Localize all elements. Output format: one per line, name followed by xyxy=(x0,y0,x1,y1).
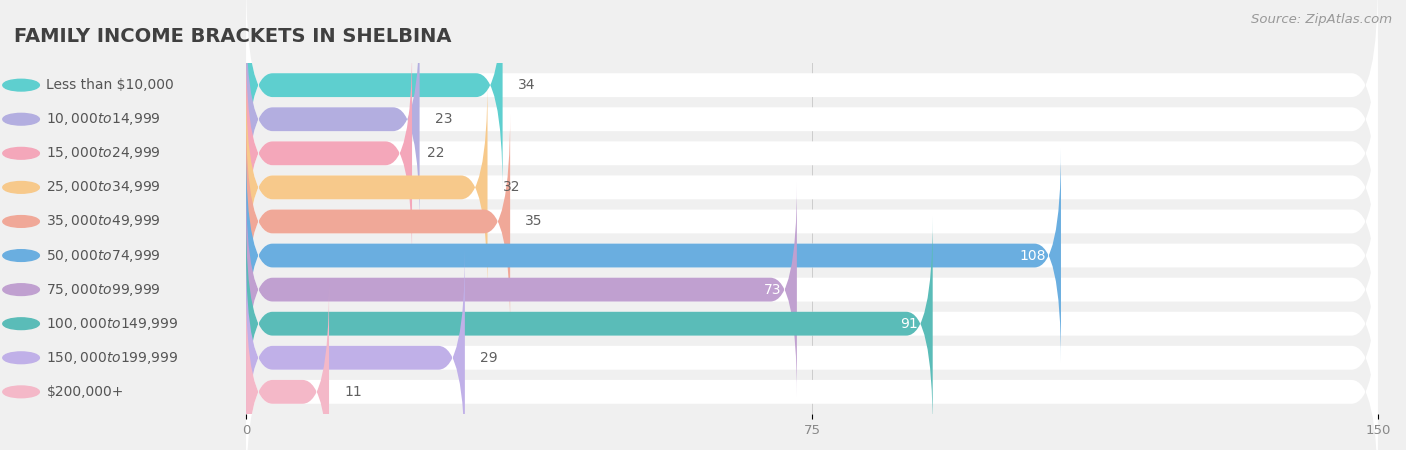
FancyBboxPatch shape xyxy=(246,114,1378,329)
FancyBboxPatch shape xyxy=(246,12,1378,226)
FancyBboxPatch shape xyxy=(246,251,465,450)
Text: 32: 32 xyxy=(502,180,520,194)
FancyBboxPatch shape xyxy=(246,251,1378,450)
Text: FAMILY INCOME BRACKETS IN SHELBINA: FAMILY INCOME BRACKETS IN SHELBINA xyxy=(14,27,451,46)
FancyBboxPatch shape xyxy=(246,46,412,261)
Text: 29: 29 xyxy=(479,351,498,365)
Text: 34: 34 xyxy=(517,78,536,92)
FancyBboxPatch shape xyxy=(246,46,1378,261)
Text: $15,000 to $24,999: $15,000 to $24,999 xyxy=(46,145,162,161)
Text: 23: 23 xyxy=(434,112,453,126)
FancyBboxPatch shape xyxy=(246,0,502,193)
Text: Less than $10,000: Less than $10,000 xyxy=(46,78,174,92)
FancyBboxPatch shape xyxy=(246,216,1378,431)
FancyBboxPatch shape xyxy=(246,0,1378,193)
FancyBboxPatch shape xyxy=(246,216,932,431)
Text: $10,000 to $14,999: $10,000 to $14,999 xyxy=(46,111,162,127)
Text: $50,000 to $74,999: $50,000 to $74,999 xyxy=(46,248,162,264)
Text: 108: 108 xyxy=(1019,248,1046,262)
FancyBboxPatch shape xyxy=(246,12,419,226)
Text: 73: 73 xyxy=(765,283,782,297)
FancyBboxPatch shape xyxy=(246,114,510,329)
FancyBboxPatch shape xyxy=(246,284,1378,450)
Text: $200,000+: $200,000+ xyxy=(46,385,124,399)
Text: 22: 22 xyxy=(427,146,444,160)
Text: 11: 11 xyxy=(344,385,361,399)
FancyBboxPatch shape xyxy=(246,284,329,450)
Text: 91: 91 xyxy=(900,317,918,331)
Text: Source: ZipAtlas.com: Source: ZipAtlas.com xyxy=(1251,14,1392,27)
Text: $100,000 to $149,999: $100,000 to $149,999 xyxy=(46,316,179,332)
Text: 35: 35 xyxy=(526,215,543,229)
FancyBboxPatch shape xyxy=(246,148,1378,363)
FancyBboxPatch shape xyxy=(246,182,1378,397)
Text: $75,000 to $99,999: $75,000 to $99,999 xyxy=(46,282,162,297)
Text: $25,000 to $34,999: $25,000 to $34,999 xyxy=(46,180,162,195)
Text: $35,000 to $49,999: $35,000 to $49,999 xyxy=(46,213,162,230)
Text: $150,000 to $199,999: $150,000 to $199,999 xyxy=(46,350,179,366)
FancyBboxPatch shape xyxy=(246,80,1378,295)
FancyBboxPatch shape xyxy=(246,148,1062,363)
FancyBboxPatch shape xyxy=(246,182,797,397)
FancyBboxPatch shape xyxy=(246,80,488,295)
